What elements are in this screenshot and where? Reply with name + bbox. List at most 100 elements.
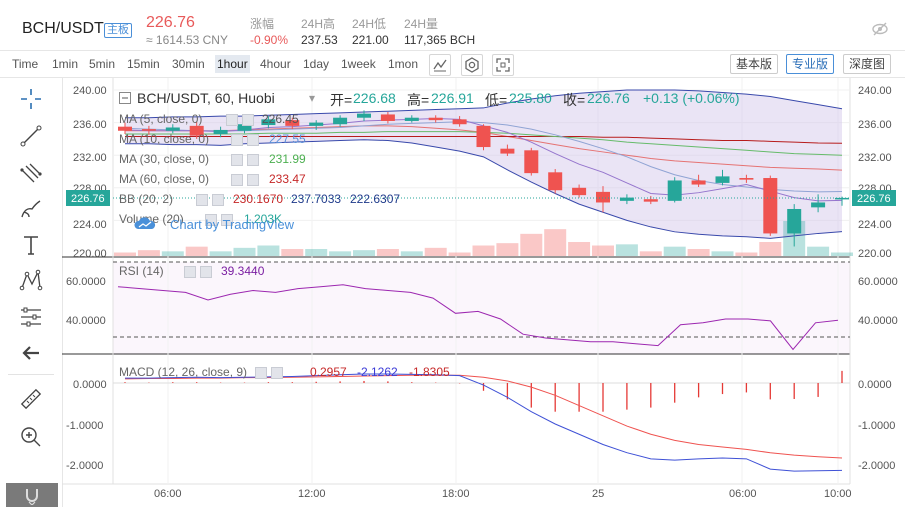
ma30-settings-icon[interactable] xyxy=(231,154,243,166)
rsi-tick: 60.0000 xyxy=(66,276,106,288)
crosshair-icon[interactable] xyxy=(18,86,44,112)
tf-1mon[interactable]: 1mon xyxy=(388,57,419,71)
candle-body xyxy=(835,197,849,200)
pattern-icon[interactable] xyxy=(18,268,44,294)
back-arrow-icon[interactable] xyxy=(18,340,44,366)
collapse-legend-icon[interactable] xyxy=(119,92,131,104)
tf-time[interactable]: Time xyxy=(12,57,39,71)
ma60-label[interactable]: MA (60, close, 0) xyxy=(119,172,210,186)
candle-body xyxy=(524,150,539,174)
time-tick: 10:00 xyxy=(824,488,852,500)
macd-signal-value: -1.8305 xyxy=(409,365,450,379)
candle-body xyxy=(643,199,658,202)
chart-symbol-title[interactable]: BCH/USDT, 60, Huobi xyxy=(137,90,275,106)
volume-bar xyxy=(233,247,256,256)
tf-30min[interactable]: 30min xyxy=(172,57,205,71)
candle-body xyxy=(261,119,276,126)
tf-15min[interactable]: 15min xyxy=(127,57,160,71)
ma5-settings-icon[interactable] xyxy=(226,114,238,126)
tf-1week[interactable]: 1week xyxy=(341,57,376,71)
tf-1day[interactable]: 1day xyxy=(303,57,330,71)
rsi-settings-icon[interactable] xyxy=(184,266,196,278)
pair-symbol[interactable]: BCH/USDT xyxy=(22,20,104,37)
current-price-tag-right xyxy=(852,190,896,206)
ma10-value: 227.55 xyxy=(269,132,306,146)
volume-bar xyxy=(353,250,375,256)
settings-gear-icon[interactable] xyxy=(461,54,483,76)
volume-close-icon[interactable] xyxy=(221,214,233,226)
ma10-label[interactable]: MA (10, close, 0) xyxy=(119,132,210,146)
macd-settings-icon[interactable] xyxy=(255,367,267,379)
zoom-in-icon[interactable] xyxy=(18,424,44,450)
tf-5min[interactable]: 5min xyxy=(89,57,116,71)
macd-label[interactable]: MACD (12, 26, close, 9) xyxy=(119,365,248,379)
volume-bar xyxy=(472,245,495,256)
ruler-icon[interactable] xyxy=(18,386,44,412)
ma60-settings-icon[interactable] xyxy=(231,174,243,186)
volume-settings-icon[interactable] xyxy=(205,214,217,226)
bollinger-band-fill xyxy=(125,90,842,239)
candle-body xyxy=(596,191,610,203)
macd-tick-right: -1.0000 xyxy=(858,420,895,432)
bb-settings-icon[interactable] xyxy=(196,194,208,206)
time-tick: 25 xyxy=(592,488,604,500)
hide-eye-icon[interactable] xyxy=(871,20,889,38)
volume-bar xyxy=(424,247,447,256)
volume-label[interactable]: Volume (20) xyxy=(119,212,184,226)
mode-pro-button[interactable]: 专业版 xyxy=(786,54,835,74)
macd-plot xyxy=(113,370,850,472)
magnet-icon xyxy=(26,489,38,505)
time-tick: 12:00 xyxy=(298,488,326,500)
bb-close-icon[interactable] xyxy=(212,194,224,206)
measure-bars-icon[interactable] xyxy=(18,304,44,330)
candle-body xyxy=(548,172,563,191)
stat-label-volume: 24H量 xyxy=(404,17,439,31)
rsi-label[interactable]: RSI (14) xyxy=(119,264,164,278)
tf-1hour[interactable]: 1hour xyxy=(215,55,250,73)
bb-upper-value: 237.7033 xyxy=(291,192,342,206)
mode-depth-button[interactable]: 深度图 xyxy=(843,54,892,74)
ma10-close-icon[interactable] xyxy=(247,134,259,146)
macd-tick-right: 0.0000 xyxy=(858,379,892,391)
ohlc-close: 226.76 xyxy=(587,90,630,106)
fullscreen-icon[interactable] xyxy=(492,54,514,76)
candle-body xyxy=(141,129,156,131)
ma30-close-icon[interactable] xyxy=(247,154,259,166)
trend-line-icon[interactable] xyxy=(18,123,44,149)
candle-body xyxy=(285,120,300,126)
ma10-settings-icon[interactable] xyxy=(231,134,243,146)
volume-bar xyxy=(687,249,710,256)
rsi-close-icon[interactable] xyxy=(200,266,212,278)
market-header: BCH/USDT 主板 226.76 ≈ 1614.53 CNY 涨幅 -0.9… xyxy=(0,0,905,51)
fib-icon[interactable] xyxy=(18,160,44,186)
indicator-icon[interactable] xyxy=(429,54,451,76)
current-price-tag-left xyxy=(66,190,110,206)
ma5-value: 226.45 xyxy=(262,112,299,126)
macd-line-value: -2.1262 xyxy=(357,365,398,379)
magnet-tool-button[interactable] xyxy=(6,483,58,507)
macd-close-icon[interactable] xyxy=(271,367,283,379)
candle-body xyxy=(691,180,706,185)
brush-icon[interactable] xyxy=(18,196,44,222)
title-dropdown-icon[interactable]: ▾ xyxy=(309,91,316,105)
ma5-close-icon[interactable] xyxy=(242,114,254,126)
ma60-close-icon[interactable] xyxy=(247,174,259,186)
tf-1min[interactable]: 1min xyxy=(52,57,79,71)
ma30-label[interactable]: MA (30, close, 0) xyxy=(119,152,210,166)
stat-value-high: 237.53 xyxy=(301,33,338,47)
volume-bar xyxy=(592,245,614,256)
text-icon[interactable] xyxy=(18,232,44,258)
cny-price: ≈ 1614.53 CNY xyxy=(146,33,228,47)
tradingview-cloud-icon xyxy=(134,217,156,229)
ma5-label[interactable]: MA (5, close, 0) xyxy=(119,112,203,126)
bb-label[interactable]: BB (20, 2) xyxy=(119,192,174,206)
volume-bar xyxy=(114,252,136,256)
volume-bar xyxy=(448,252,471,256)
mode-basic-button[interactable]: 基本版 xyxy=(730,54,779,74)
volume-bar xyxy=(161,251,184,256)
stat-value-low: 221.00 xyxy=(352,33,389,47)
tf-4hour[interactable]: 4hour xyxy=(260,57,291,71)
price-tick-right: 232.00 xyxy=(858,152,892,164)
volume-bar xyxy=(400,251,423,256)
